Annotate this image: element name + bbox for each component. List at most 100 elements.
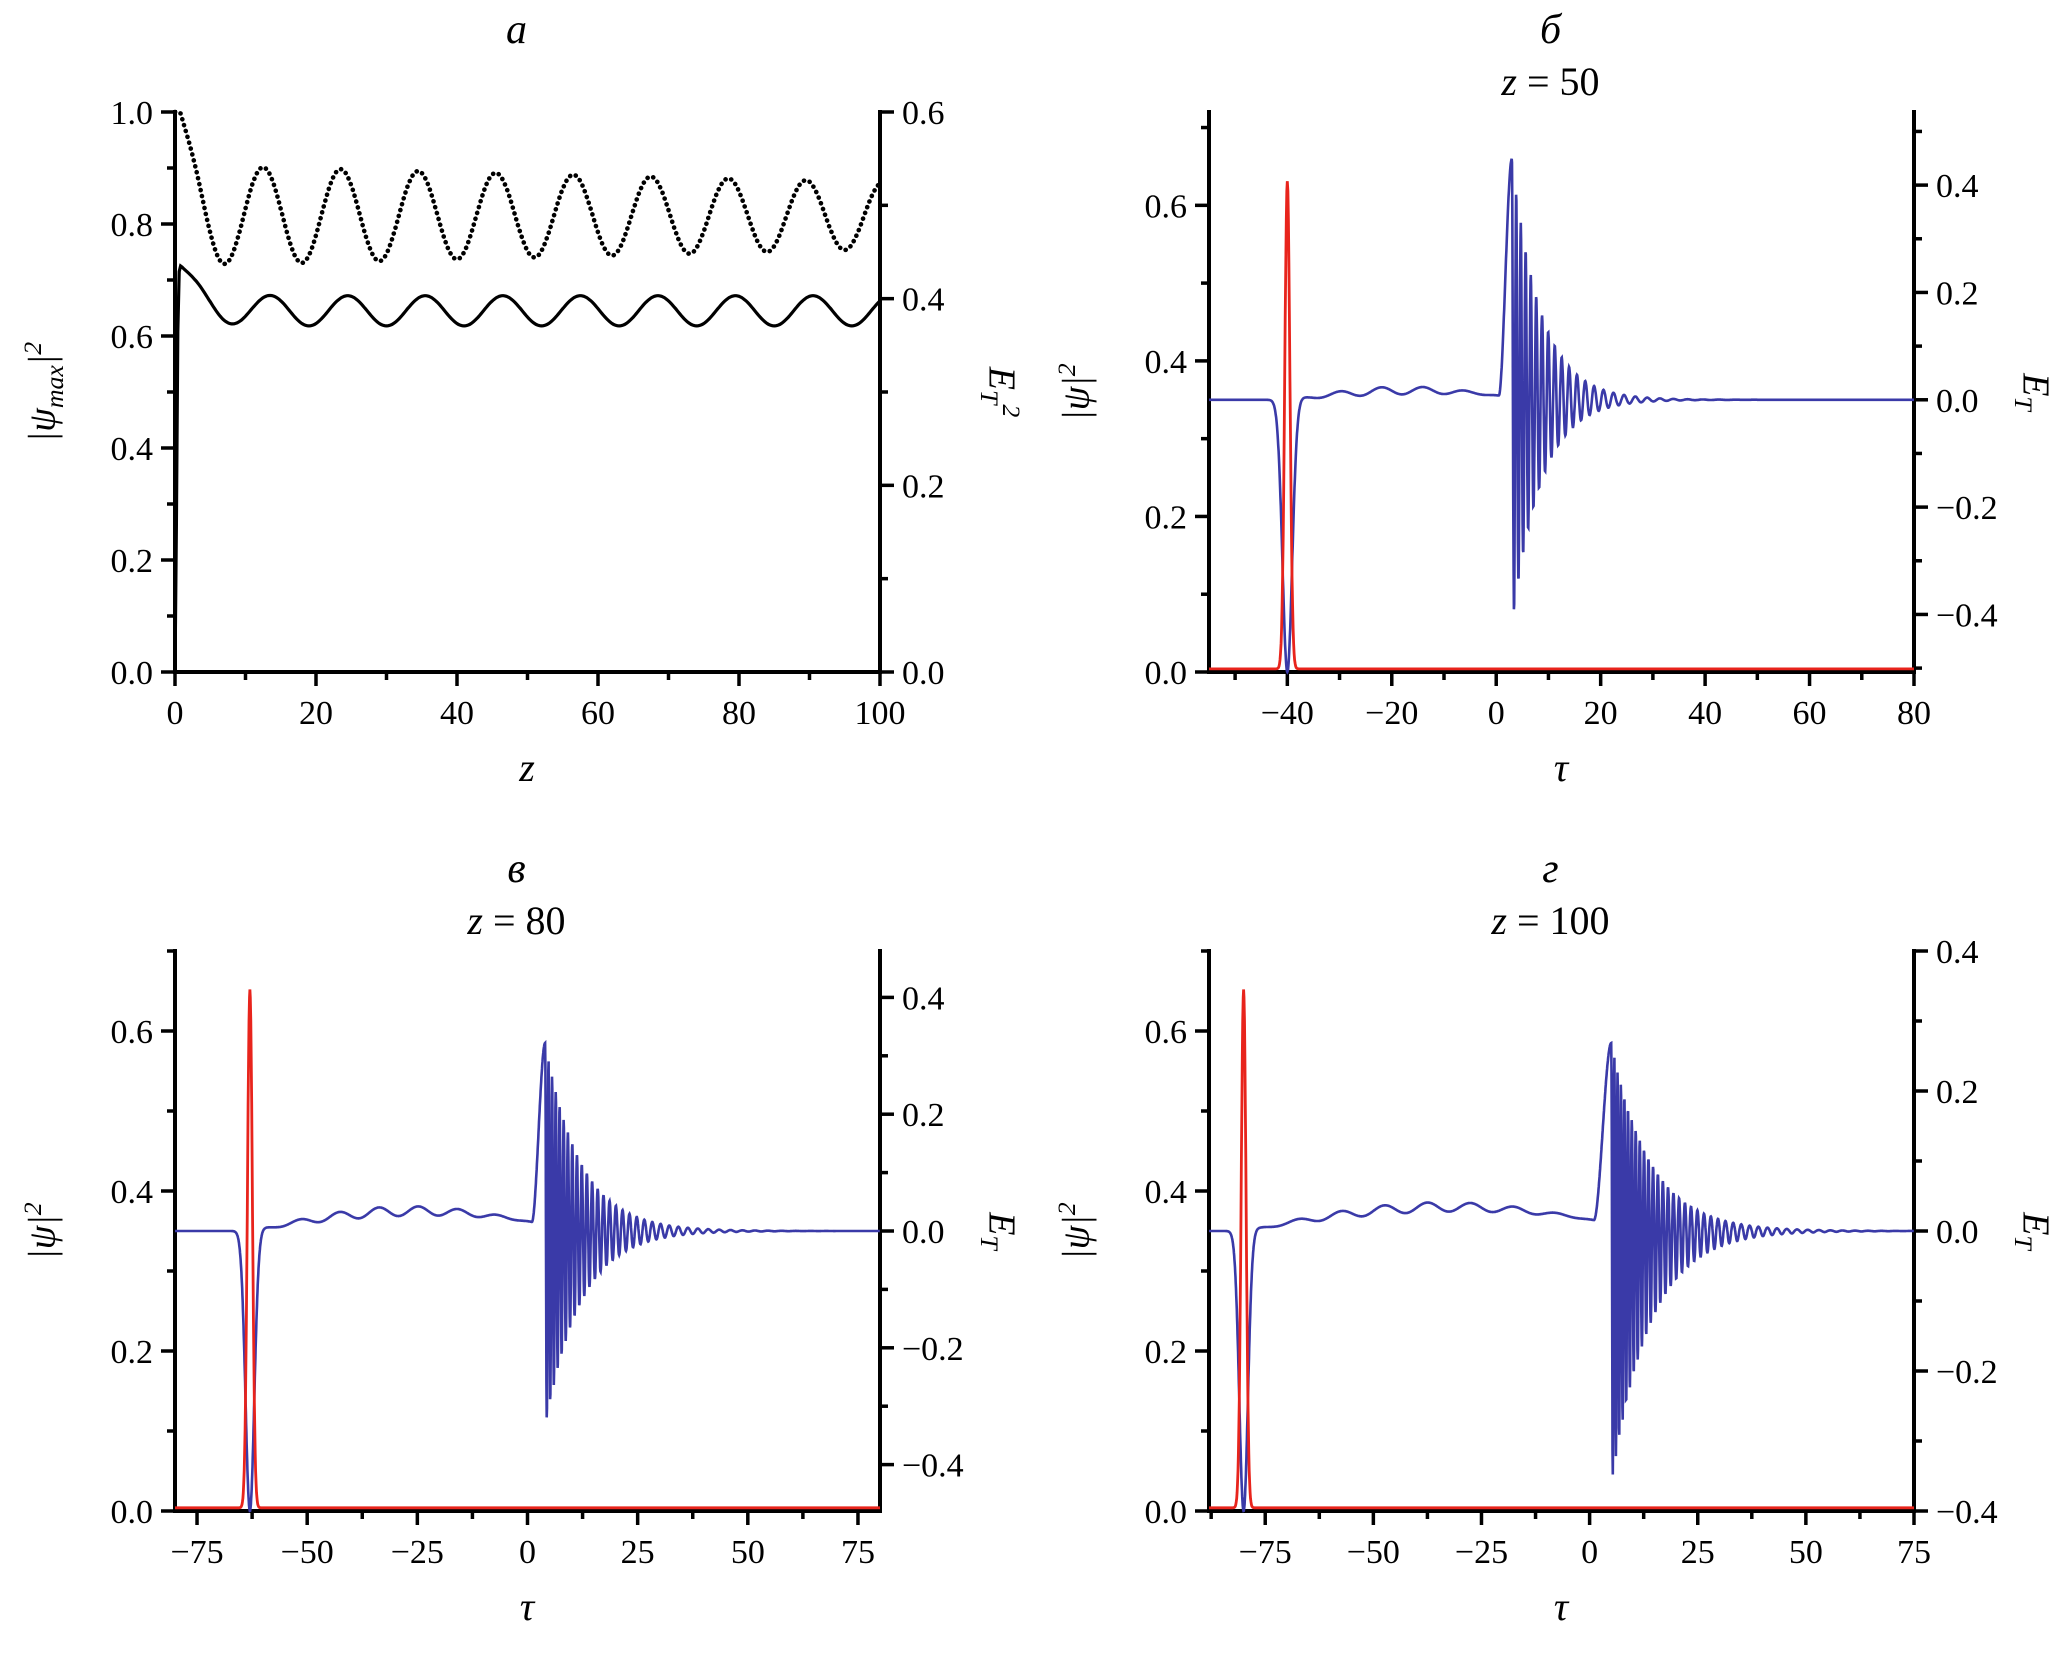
tick-label: −25	[1455, 1534, 1508, 1571]
tick-label: 80	[1897, 695, 1931, 732]
x-axis-label: τ	[519, 1584, 535, 1629]
tick-label: 0	[519, 1534, 536, 1571]
ticks	[161, 949, 894, 1525]
tick-label: 0.4	[902, 980, 945, 1017]
series-et-red	[1209, 989, 1914, 1510]
series-et-red	[1209, 181, 1914, 671]
panel-b-title: z = 50	[1501, 59, 1600, 104]
tick-label: 0.0	[902, 655, 945, 692]
x-axis-label: τ	[1553, 1584, 1569, 1629]
panel-a-label: а	[506, 7, 527, 53]
panel-v: в z = 80 |ψ|2 ET τ −75 −50 −25 0 25 50 75 0.0 0.…	[0, 839, 1033, 1677]
ticks	[1195, 949, 1928, 1525]
plot-area: −75 −50 −25 0 25 50 75 0.0 0.2 0.4 0.6 0.4 0.2 0.0 −0.…	[1145, 934, 1998, 1571]
tick-label: −20	[1365, 695, 1418, 732]
tick-label: 100	[855, 695, 906, 732]
tick-label: 50	[731, 1534, 765, 1571]
tick-label: 0.2	[1145, 499, 1188, 536]
tick-label: 0.4	[1936, 934, 1979, 971]
tick-labels: 0 20 40 60 80 1000.00.20.40.60.81.00.00.20.40…	[111, 95, 945, 732]
tick-label: 0.4	[902, 282, 945, 319]
tick-label: 0	[1581, 1534, 1598, 1571]
tick-label: −0.2	[1936, 1354, 1998, 1391]
tick-label: 0.4	[1936, 168, 1979, 205]
tick-label: 80	[722, 695, 756, 732]
tick-label: 0.2	[902, 468, 945, 505]
tick-label: 0.4	[111, 1174, 154, 1211]
panel-g-label: г	[1542, 846, 1559, 892]
panel-b: б z = 50 |ψ|2 ET τ −40 −20 0 20 40 60 80 0.0 0.2…	[1034, 0, 2067, 838]
tick-label: 20	[1584, 695, 1618, 732]
series-psi2-blue	[175, 1039, 880, 1513]
tick-label: 25	[1681, 1534, 1715, 1571]
panel-v-title: z = 80	[467, 898, 566, 943]
x-axis-label: z	[519, 745, 535, 790]
tick-label: 75	[841, 1534, 875, 1571]
tick-label: −75	[1239, 1534, 1292, 1571]
tick-label: −0.4	[1936, 597, 1998, 634]
tick-label: −0.2	[902, 1331, 964, 1368]
tick-label: 0.6	[1145, 1014, 1188, 1051]
tick-label: 0.6	[111, 319, 154, 356]
tick-label: 0.6	[1145, 188, 1188, 225]
tick-label: −0.2	[1936, 490, 1998, 527]
series-psi2-blue	[1209, 158, 1914, 675]
tick-label: 0.2	[1145, 1334, 1188, 1371]
tick-label: 75	[1897, 1534, 1931, 1571]
tick-label: 0.2	[902, 1097, 945, 1134]
tick-label: 0	[167, 695, 184, 732]
ticks	[161, 110, 894, 686]
tick-label: 0.8	[111, 207, 154, 244]
series-psimax-dotted	[172, 109, 883, 267]
tick-label: 0.0	[1936, 1214, 1979, 1251]
tick-label: 40	[440, 695, 474, 732]
ticks	[1195, 125, 1928, 686]
tick-label: 0.4	[111, 431, 154, 468]
tick-label: 0.2	[111, 543, 154, 580]
plot-area: 0 20 40 60 80 1000.00.20.40.60.81.00.00.20.40…	[111, 95, 945, 732]
tick-label: 0.0	[1936, 383, 1979, 420]
plot-area: −75 −50 −25 0 25 50 75 0.0 0.2 0.4 0.6 0.4 0.2 0.0 −0.…	[111, 949, 964, 1571]
tick-label: 0	[1488, 695, 1505, 732]
tick-label: 0.0	[111, 1494, 154, 1531]
tick-labels: −75 −50 −25 0 25 50 75 0.0 0.2 0.4 0.6 0.4 0.2 0.0 −0.…	[111, 980, 964, 1571]
tick-label: −50	[281, 1534, 334, 1571]
tick-label: 20	[299, 695, 333, 732]
plot-area: −40 −20 0 20 40 60 80 0.0 0.2 0.4 0.6 0.4 0.2 0.0 −0.2…	[1145, 110, 1998, 732]
tick-label: 60	[581, 695, 615, 732]
tick-labels: −40 −20 0 20 40 60 80 0.0 0.2 0.4 0.6 0.4 0.2 0.0 −0.2…	[1145, 168, 1998, 732]
tick-label: 0.6	[902, 95, 945, 132]
tick-label: 1.0	[111, 95, 154, 132]
panel-v-label: в	[507, 846, 526, 892]
tick-label: 50	[1789, 1534, 1823, 1571]
panel-g-title: z = 100	[1491, 898, 1610, 943]
axes	[1207, 110, 1916, 674]
tick-label: 0.0	[1145, 1494, 1188, 1531]
tick-label: 0.6	[111, 1014, 154, 1051]
tick-label: 0.2	[1936, 1074, 1979, 1111]
x-axis-label: τ	[1553, 745, 1569, 790]
tick-labels: −75 −50 −25 0 25 50 75 0.0 0.2 0.4 0.6 0.4 0.2 0.0 −0.…	[1145, 934, 1998, 1571]
tick-label: −0.4	[902, 1448, 964, 1485]
panel-g: г z = 100 |ψ|2 ET τ −75 −50 −25 0 25 50 75 0.0 0…	[1034, 839, 2067, 1677]
tick-label: −25	[391, 1534, 444, 1571]
tick-label: −50	[1347, 1534, 1400, 1571]
series-et-red	[175, 989, 880, 1510]
tick-label: −75	[170, 1534, 223, 1571]
tick-label: 40	[1688, 695, 1722, 732]
tick-label: 0.2	[1936, 275, 1979, 312]
tick-label: −40	[1261, 695, 1314, 732]
tick-label: 0.0	[902, 1214, 945, 1251]
tick-label: 60	[1793, 695, 1827, 732]
tick-label: 0.0	[111, 655, 154, 692]
tick-label: 0.2	[111, 1334, 154, 1371]
tick-label: −0.4	[1936, 1494, 1998, 1531]
panel-b-label: б	[1539, 7, 1562, 53]
tick-label: 0.4	[1145, 344, 1188, 381]
series-et2-solid	[173, 263, 882, 673]
tick-label: 25	[621, 1534, 655, 1571]
tick-label: 0.0	[1145, 655, 1188, 692]
axes	[173, 110, 882, 674]
panel-a: а |ψmax|2 ET2 z 0 20 40 60 80 100 0.0 0.2 0.4 0.6…	[0, 0, 1033, 838]
